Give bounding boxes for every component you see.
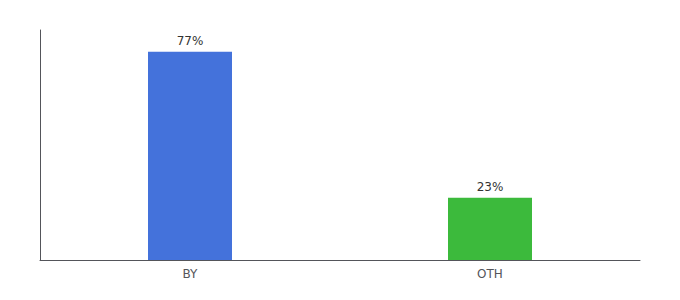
svg-text:77%: 77%: [177, 34, 204, 48]
svg-text:23%: 23%: [477, 180, 504, 194]
svg-text:OTH: OTH: [477, 267, 503, 281]
svg-text:BY: BY: [183, 267, 199, 281]
